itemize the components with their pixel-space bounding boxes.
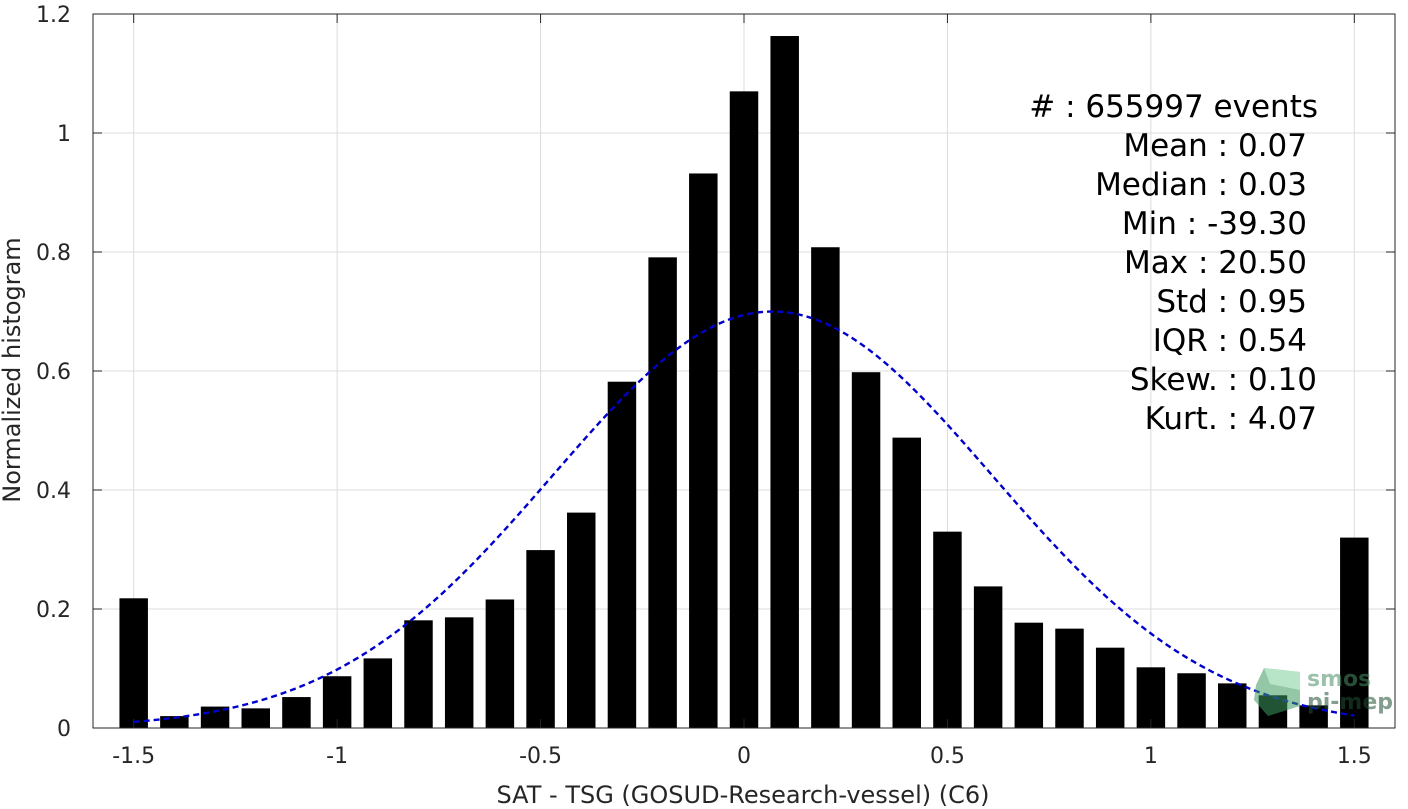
histogram-bars xyxy=(119,36,1369,729)
bar-13 xyxy=(648,257,677,728)
axes-frame xyxy=(92,13,1396,729)
stat-line-4: Max : 20.50 xyxy=(1124,245,1307,281)
x-axis-label: SAT - TSG (GOSUD-Research-vessel) (C6) xyxy=(497,781,990,809)
bar-22 xyxy=(1014,622,1044,728)
stat-line-1: Mean : 0.07 xyxy=(1123,128,1307,164)
y-tick-label-5: 1 xyxy=(57,122,71,147)
stat-line-2: Median : 0.03 xyxy=(1095,167,1307,203)
x-tick-label-4: 0.5 xyxy=(930,744,965,769)
bar-8 xyxy=(444,617,474,728)
logo-line2: pi-mep xyxy=(1307,690,1393,715)
y-axis-label: Normalized histogram xyxy=(0,237,26,502)
stat-line-3: Min : -39.30 xyxy=(1122,206,1307,242)
bar-17 xyxy=(811,247,840,729)
y-tick-label-1: 0.2 xyxy=(36,598,71,623)
bar-1 xyxy=(160,716,189,728)
y-tick-label-4: 0.8 xyxy=(36,241,71,266)
bar-19 xyxy=(892,437,921,728)
bar-14 xyxy=(689,173,718,728)
x-tick-label-2: -0.5 xyxy=(519,744,562,769)
stat-line-5: Std : 0.95 xyxy=(1156,284,1307,320)
y-tick-label-0: 0 xyxy=(57,717,71,742)
bar-20 xyxy=(933,531,962,728)
bar-11 xyxy=(567,512,596,728)
logo-line1: smos xyxy=(1307,667,1371,692)
bar-21 xyxy=(973,586,1003,728)
bar-18 xyxy=(851,372,881,728)
y-tick-label-6: 1.2 xyxy=(36,3,71,28)
x-tick-label-6: 1.5 xyxy=(1337,744,1372,769)
bar-10 xyxy=(526,550,555,728)
stat-line-7: Skew. : 0.10 xyxy=(1130,362,1317,398)
stat-line-8: Kurt. : 4.07 xyxy=(1145,401,1317,437)
x-tick-label-3: 0 xyxy=(737,744,751,769)
bar-25 xyxy=(1136,667,1166,728)
bar-24 xyxy=(1095,647,1125,728)
fit-curve-line xyxy=(133,310,1355,724)
bar-0 xyxy=(119,598,148,728)
bar-26 xyxy=(1177,673,1206,728)
smos-pimep-logo: smos pi-mep xyxy=(1254,667,1393,716)
y-tick-label-3: 0.6 xyxy=(36,360,71,385)
bar-30 xyxy=(1340,537,1369,728)
bar-3 xyxy=(241,708,270,728)
bar-23 xyxy=(1055,628,1084,728)
stat-line-6: IQR : 0.54 xyxy=(1153,323,1307,359)
bar-29 xyxy=(1299,705,1328,728)
normal-fit-curve xyxy=(133,310,1355,724)
y-tick-label-2: 0.4 xyxy=(36,479,71,504)
x-tick-label-5: 1 xyxy=(1144,744,1158,769)
tick-labels: -1.5 -1 -0.5 0 0.5 1 1.5 0 0.2 0.4 0.6 0.8 1 1.2 xyxy=(36,3,1372,769)
bar-9 xyxy=(485,599,515,728)
x-tick-label-1: -1 xyxy=(326,744,348,769)
bar-6 xyxy=(363,658,393,728)
logo-highlight-icon xyxy=(1264,668,1300,690)
bar-16 xyxy=(770,36,799,728)
bar-27 xyxy=(1218,683,1247,728)
bar-4 xyxy=(282,697,311,728)
bar-12 xyxy=(607,381,637,728)
stat-line-0: # : 655997 events xyxy=(1029,89,1318,125)
bar-7 xyxy=(404,620,433,728)
bar-15 xyxy=(729,91,759,729)
x-tick-label-0: -1.5 xyxy=(112,744,155,769)
